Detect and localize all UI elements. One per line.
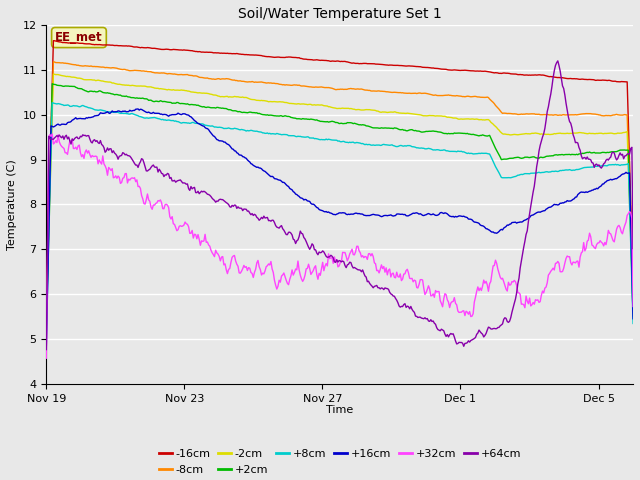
Title: Soil/Water Temperature Set 1: Soil/Water Temperature Set 1 bbox=[238, 7, 442, 21]
X-axis label: Time: Time bbox=[326, 405, 353, 415]
Y-axis label: Temperature (C): Temperature (C) bbox=[7, 159, 17, 250]
Text: EE_met: EE_met bbox=[55, 31, 103, 44]
Legend: -16cm, -8cm, -2cm, +2cm, +8cm, +16cm, +32cm, +64cm: -16cm, -8cm, -2cm, +2cm, +8cm, +16cm, +3… bbox=[154, 444, 525, 479]
